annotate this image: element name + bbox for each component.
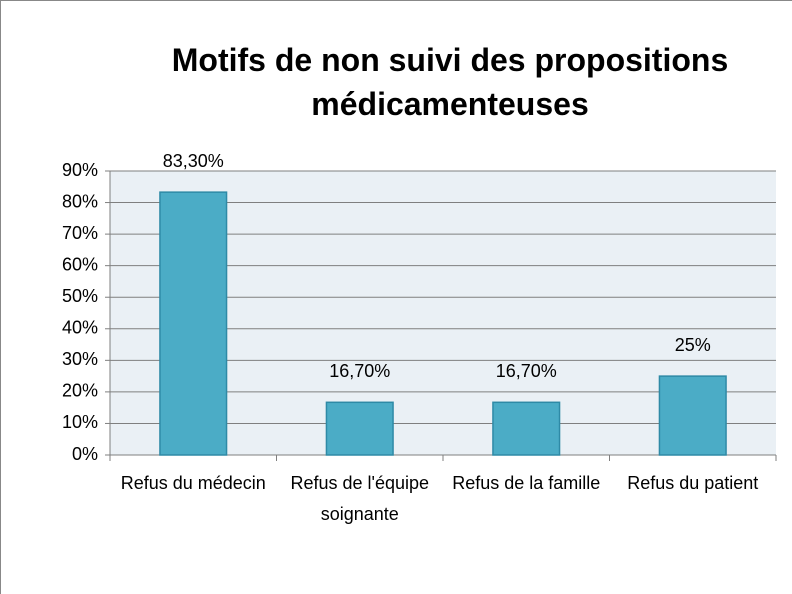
- x-tick-label: Refus de la famille: [452, 473, 601, 493]
- y-tick-label: 0%: [72, 444, 98, 464]
- y-tick-label: 80%: [62, 191, 98, 211]
- y-tick-label: 60%: [62, 254, 98, 274]
- bar: [658, 375, 727, 456]
- value-label: 25%: [675, 335, 711, 355]
- x-tick-label: Refus du médecin: [120, 473, 266, 493]
- x-tick-label: Refus du patient: [627, 473, 759, 493]
- y-tick-label: 30%: [62, 349, 98, 369]
- chart-title: Motifs de non suivi des propositions méd…: [171, 42, 729, 122]
- value-label: 83,30%: [163, 151, 224, 171]
- y-tick-label: 50%: [62, 286, 98, 306]
- y-tick-label: 40%: [62, 318, 98, 338]
- y-tick-label: 10%: [62, 412, 98, 432]
- value-label: 16,70%: [496, 361, 557, 381]
- y-tick-label: 90%: [62, 160, 98, 180]
- bar: [492, 401, 561, 456]
- x-tick-label: Refus de l'équipe soignante: [290, 473, 430, 524]
- value-label: 16,70%: [329, 361, 390, 381]
- bar: [325, 401, 394, 456]
- y-tick-label: 70%: [62, 223, 98, 243]
- y-tick-label: 20%: [62, 381, 98, 401]
- bar: [159, 191, 228, 456]
